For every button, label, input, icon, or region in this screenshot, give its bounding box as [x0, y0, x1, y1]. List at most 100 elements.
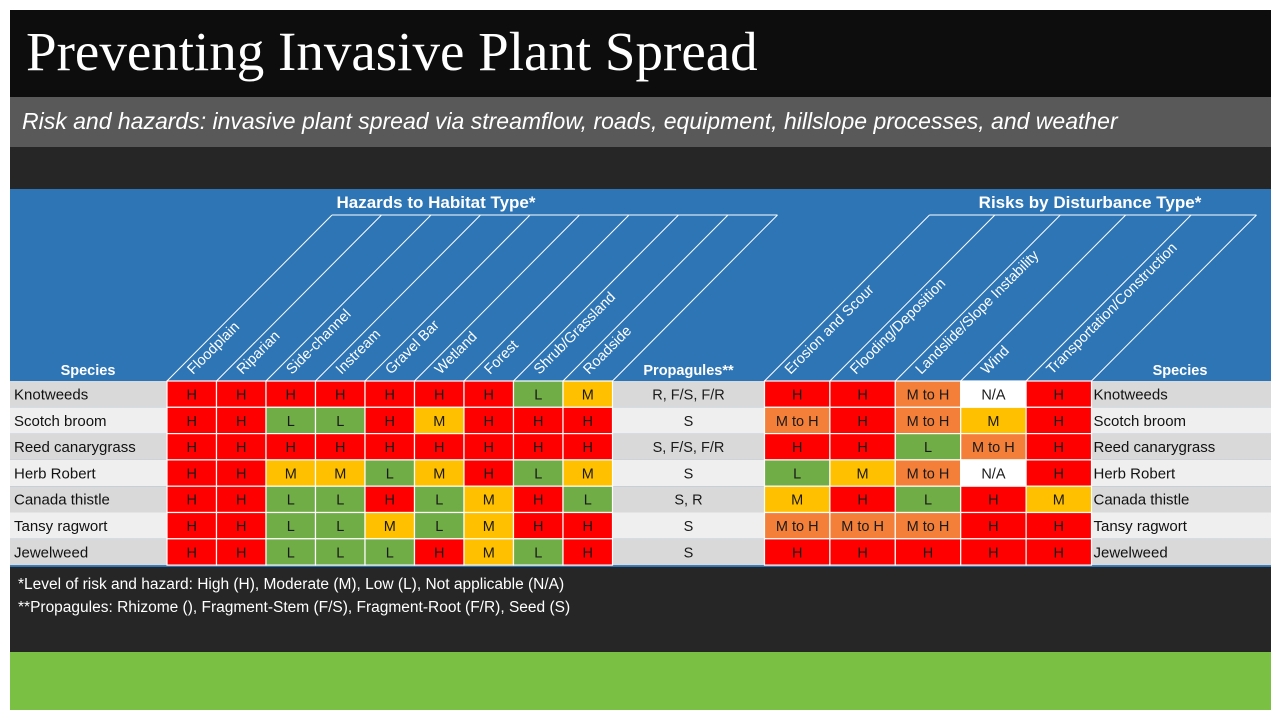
hazard-cell [265, 485, 317, 514]
hazard-cell [314, 485, 366, 514]
risk-value: M [857, 466, 869, 482]
risk-value: H [1054, 519, 1064, 535]
hazard-cell [364, 459, 416, 487]
footnote-risk-levels: *Level of risk and hazard: High (H), Mod… [18, 576, 565, 593]
hazard-value: H [236, 519, 246, 535]
subtitle-bar [10, 97, 1271, 147]
hazard-cell [463, 380, 515, 408]
habitat-divider [166, 214, 333, 382]
risk-value: H [792, 388, 802, 404]
hazard-value: H [236, 388, 246, 404]
species-cell [10, 512, 167, 539]
risk-cell [1025, 538, 1093, 566]
risk-value: M to H [776, 519, 819, 535]
hazard-cell [265, 406, 317, 435]
hazard-cell [562, 538, 614, 566]
habitat-divider [463, 214, 630, 382]
hazard-value: H [385, 440, 395, 456]
risk-value: M to H [776, 414, 819, 430]
hazard-value: H [286, 440, 296, 456]
hazard-value: L [287, 519, 295, 535]
risk-cell [894, 538, 962, 566]
risk-value: M to H [907, 466, 950, 482]
species-name: Knotweeds [14, 387, 88, 404]
hazard-cell [413, 380, 465, 408]
risk-cell [829, 459, 896, 487]
hazard-cell [512, 459, 564, 487]
propagules-header: Propagules** [643, 363, 734, 379]
hazard-value: H [434, 388, 444, 404]
risk-value: H [857, 414, 867, 430]
hazard-value: L [534, 388, 542, 404]
risk-cell [763, 433, 831, 461]
risk-value: H [857, 388, 867, 404]
hazard-value: M [483, 493, 495, 509]
hazard-value: M [582, 388, 594, 404]
hazard-cell [562, 485, 614, 514]
hazard-value: H [484, 440, 494, 456]
risk-value: H [1054, 466, 1064, 482]
risk-cell [960, 538, 1027, 566]
risk-value: H [792, 545, 802, 561]
risk-value: H [857, 545, 867, 561]
propagules-cell [612, 407, 765, 434]
species-cell [1091, 512, 1271, 539]
disturbance-divider [894, 214, 1061, 382]
risk-value: L [924, 493, 932, 509]
hazard-cell [463, 406, 515, 435]
hazard-value: L [386, 466, 394, 482]
risk-value: N/A [981, 388, 1006, 404]
species-header-left: Species [61, 363, 116, 379]
species-name: Canada thistle [1094, 492, 1190, 509]
hazard-cell [215, 406, 267, 435]
risk-cell [1025, 380, 1093, 408]
hazard-value: H [187, 519, 197, 535]
hazard-value: H [533, 493, 543, 509]
habitat-divider [414, 214, 580, 382]
hazard-value: L [287, 493, 295, 509]
hazard-value: H [484, 466, 494, 482]
risk-value: L [793, 466, 801, 482]
habitat-column-label: Shrub/Grassland [531, 289, 619, 377]
hazard-cell [413, 538, 465, 566]
title-bar [10, 10, 1271, 97]
propagules-value: S, R [674, 493, 702, 509]
risk-value: M to H [841, 519, 884, 535]
hazard-value: H [583, 519, 593, 535]
species-cell [1091, 381, 1271, 408]
propagules-value: R, F/S, F/R [652, 388, 725, 404]
propagules-value: S [684, 519, 694, 535]
species-cell [10, 433, 167, 460]
hazard-value: L [534, 545, 542, 561]
hazard-value: H [385, 414, 395, 430]
risk-value: H [1054, 388, 1064, 404]
disturbance-divider [764, 214, 930, 382]
risk-value: H [988, 545, 998, 561]
hazard-cell [364, 511, 416, 540]
risk-value: H [923, 545, 933, 561]
hazard-value: H [236, 466, 246, 482]
risk-value: H [857, 440, 867, 456]
hazard-cell [562, 511, 614, 540]
species-cell [1091, 459, 1271, 487]
disturbance-divider [829, 214, 996, 382]
hazard-cell [215, 433, 267, 461]
hazard-value: H [533, 440, 543, 456]
hazard-value: L [386, 545, 394, 561]
habitat-divider [265, 214, 432, 382]
risk-cell [829, 433, 896, 461]
hazard-value: H [484, 388, 494, 404]
species-cell [10, 407, 167, 434]
disturbance-divider [1091, 214, 1257, 382]
hazard-cell [463, 459, 515, 487]
footnotes: *Level of risk and hazard: High (H), Mod… [18, 573, 570, 619]
risk-value: H [792, 440, 802, 456]
risk-cell [894, 406, 962, 435]
propagules-value: S, F/S, F/R [653, 440, 725, 456]
risk-value: M to H [907, 388, 950, 404]
risk-cell [1025, 485, 1093, 514]
hazard-cell [166, 538, 218, 566]
hazard-value: L [435, 493, 443, 509]
risk-hazard-table: Hazards to Habitat Type* Risks by Disturb… [10, 189, 1271, 567]
hazard-value: M [582, 466, 594, 482]
